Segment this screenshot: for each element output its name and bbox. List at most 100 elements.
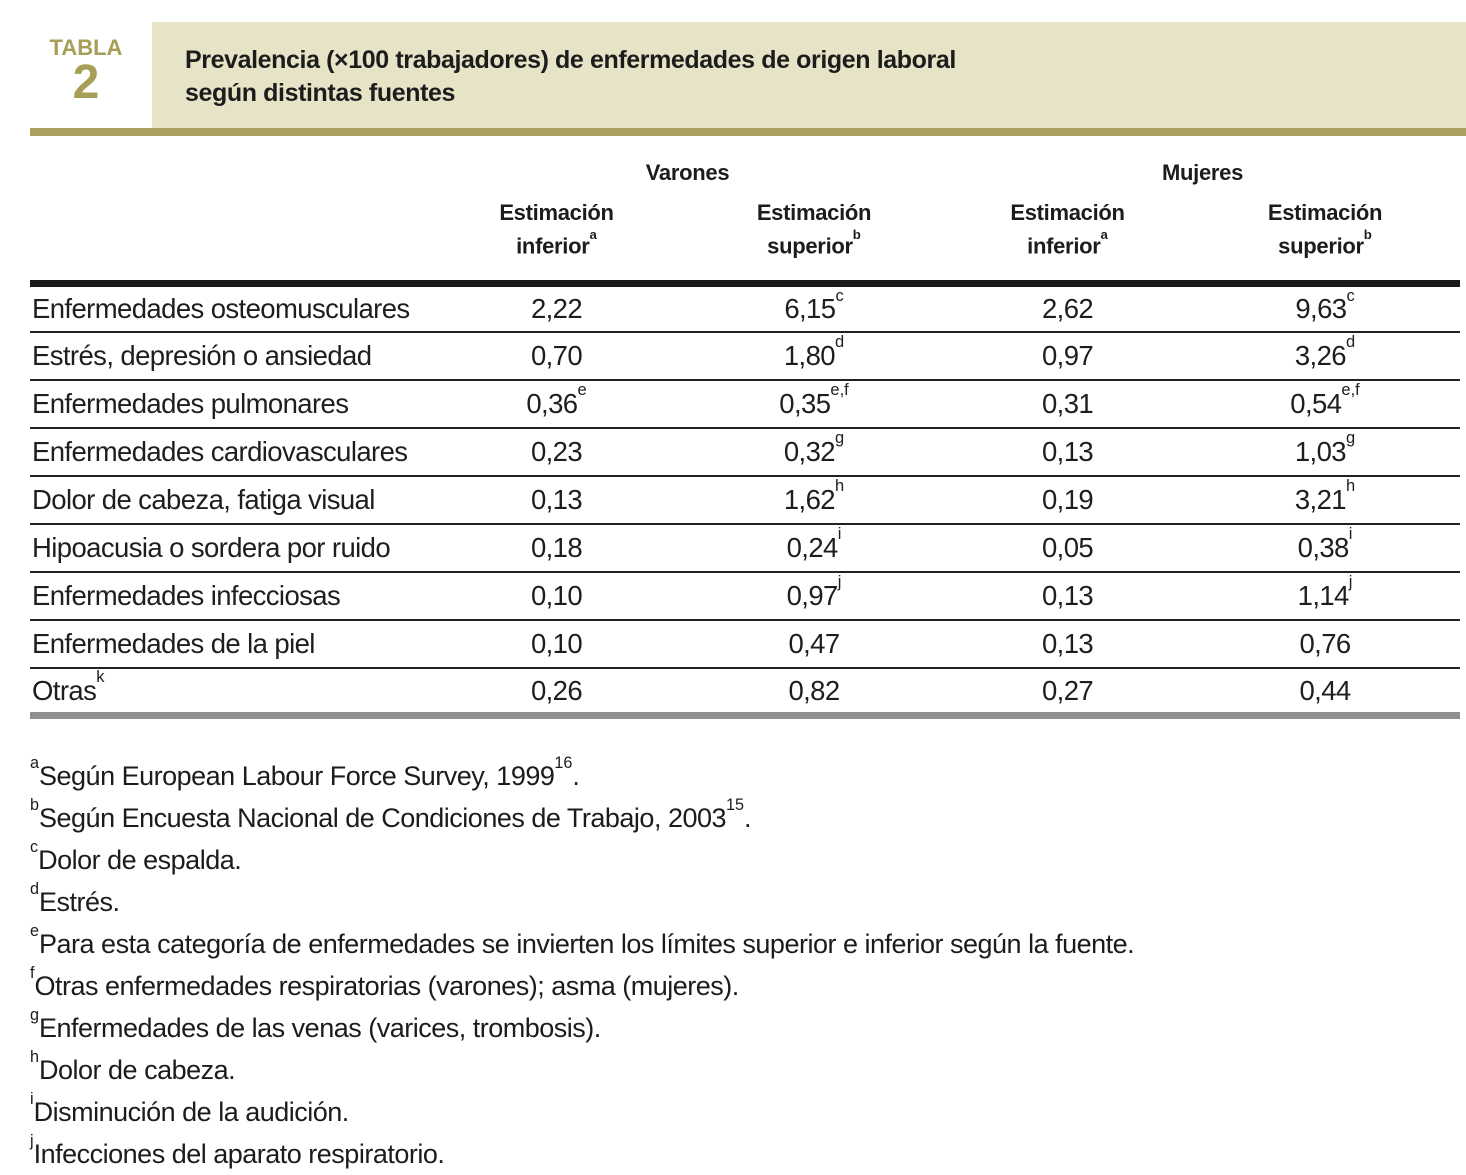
footnote-marker: h [1345, 477, 1356, 496]
data-table-wrapper: Varones Mujeres Estimación inferiora Estim… [30, 143, 1461, 719]
column-header-line2: inferiora [516, 227, 597, 259]
footnote-marker: c [1346, 286, 1355, 305]
column-header-mujeres-superior: Estimación superiorb [1190, 198, 1460, 284]
footnote-marker: b [30, 795, 40, 814]
row-label: Dolor de cabeza, fatiga visual [32, 483, 375, 515]
footnote-marker: j [837, 573, 842, 592]
header-divider-band [30, 128, 1466, 136]
footnote-line-h: hDolor de cabeza. [30, 1047, 236, 1085]
footnote-marker: k [96, 668, 105, 686]
footnote-marker: g [30, 1005, 40, 1024]
cell-value: 0,24i [786, 525, 842, 563]
footnote-line-c: cDolor de espalda. [30, 837, 242, 875]
footnote-marker: e [30, 921, 40, 940]
cell-value: 0,82 [788, 674, 840, 706]
table-row: Enfermedades cardiovasculares 0,23 0,32g 0,… [30, 427, 1461, 476]
footnote-marker: g [1345, 429, 1356, 448]
footnote-line-b: bSegún Encuesta Nacional de Condiciones … [30, 795, 752, 833]
cell-value: 3,26d [1294, 333, 1356, 371]
cell-value: 0,44 [1299, 674, 1351, 706]
cell-value: 0,26 [530, 674, 583, 706]
empty-corner-cell [30, 198, 430, 284]
footnote-marker: i [1348, 525, 1353, 544]
column-header-line2: inferiora [1027, 227, 1108, 259]
footnote-marker: k [30, 1174, 38, 1175]
footnote-marker: c [30, 837, 39, 856]
row-label: Enfermedades pulmonares [32, 387, 349, 419]
column-header-line2: superiorb [767, 227, 861, 259]
table-head: Varones Mujeres Estimación inferiora Estim… [30, 143, 1461, 284]
footnote-marker: a [30, 753, 40, 772]
row-label: Enfermedades cardiovasculares [32, 435, 408, 467]
cell-value: 0,76 [1299, 627, 1351, 659]
footnotes-block: aSegún European Labour Force Survey, 199… [30, 752, 1458, 1175]
cell-value: 0,10 [530, 579, 583, 611]
column-header-row: Estimación inferiora Estimación superiorb Es… [30, 198, 1460, 284]
table-row: Enfermedades de la piel 0,10 0,47 0,13 0,76 [30, 619, 1461, 668]
cell-value: 0,70 [530, 339, 583, 371]
footnote-marker: a [1100, 227, 1108, 243]
table-title: Prevalencia (×100 trabajadores) de enfer… [152, 22, 1466, 110]
footnote-marker: b [852, 227, 861, 243]
row-label: Enfermedades de la piel [32, 627, 315, 659]
footnote-marker: a [589, 227, 597, 243]
footnote-marker: h [30, 1047, 40, 1066]
footnote-line-g: gEnfermedades de las venas (varices, tro… [30, 1005, 601, 1043]
table-title-line1: Prevalencia (×100 trabajadores) de enfer… [185, 46, 956, 74]
cell-value: 0,47 [788, 627, 840, 659]
cell-value: 0,38i [1297, 525, 1353, 563]
group-header-row: Varones Mujeres [30, 143, 1460, 198]
cell-value: 1,03g [1294, 429, 1356, 467]
footnote-line-f: fOtras enfermedades respiratorias (varon… [30, 963, 739, 1001]
column-header-line1: Estimación [756, 200, 872, 225]
footnote-line-i: iDisminución de la audición. [30, 1089, 349, 1127]
footnote-line-a: aSegún European Labour Force Survey, 199… [30, 753, 580, 791]
footnote-marker: 15 [726, 795, 745, 814]
footnote-marker: e [577, 381, 587, 400]
column-header-mujeres-inferior: Estimación inferiora [945, 198, 1190, 284]
footnote-marker: j [30, 1131, 34, 1150]
footnote-line-e: ePara esta categoría de enfermedades se … [30, 921, 1135, 959]
cell-value: 0,10 [530, 627, 583, 659]
footnote-marker: d [834, 333, 845, 352]
table-row: Estrés, depresión o ansiedad 0,70 1,80d 0,9… [30, 331, 1461, 380]
cell-value: 0,13 [1041, 579, 1094, 611]
cell-value: 2,22 [530, 293, 583, 325]
group-header-mujeres: Mujeres [1162, 160, 1244, 185]
cell-value: 0,13 [530, 483, 583, 515]
cell-value: 0,36e [526, 381, 587, 419]
table-row: Enfermedades osteomusculares 2,22 6,15c 2,6… [30, 284, 1460, 332]
cell-value: 6,15c [784, 286, 844, 325]
column-header-line2: superiorb [1278, 227, 1372, 259]
row-label: Estrés, depresión o ansiedad [32, 339, 372, 371]
footnote-marker: f [30, 963, 35, 982]
column-header-line1: Estimación [1010, 200, 1125, 225]
cell-value: 1,62h [783, 477, 845, 515]
footnote-marker: c [835, 286, 844, 305]
footnote-marker: d [30, 879, 40, 898]
cell-value: 0,05 [1041, 531, 1094, 563]
footnote-marker: e,f [1341, 381, 1360, 400]
column-header-line1: Estimación [499, 200, 614, 225]
row-label: Hipoacusia o sordera por ruido [32, 531, 391, 563]
table-body: Enfermedades osteomusculares 2,22 6,15c 2,6… [30, 284, 1461, 716]
cell-value: 3,21h [1294, 477, 1356, 515]
footnote-marker: g [834, 429, 845, 448]
footnote-marker: i [30, 1089, 34, 1108]
table-row: Enfermedades infecciosas 0,10 0,97j 0,13 1,1… [30, 571, 1461, 620]
cell-value: 0,13 [1041, 435, 1094, 467]
table-row: Dolor de cabeza, fatiga visual 0,13 1,62h 0… [30, 475, 1461, 524]
cell-value: 0,19 [1041, 483, 1094, 515]
cell-value: 0,31 [1041, 387, 1094, 419]
cell-value: 0,32g [783, 429, 845, 467]
cell-value: 0,54e,f [1290, 381, 1360, 419]
footnote-line-k: kLa categoría de «Otras» posibles enferm… [30, 1172, 1458, 1175]
prevalence-table: Varones Mujeres Estimación inferiora Estim… [30, 143, 1461, 719]
footnote-marker: i [837, 525, 842, 544]
table-title-line2: según distintas fuentes [185, 79, 456, 107]
cell-value: 0,27 [1041, 674, 1094, 706]
footnote-marker: d [1345, 333, 1356, 352]
title-banner: Prevalencia (×100 trabajadores) de enfer… [152, 22, 1466, 128]
footnote-marker: 16 [554, 753, 573, 772]
